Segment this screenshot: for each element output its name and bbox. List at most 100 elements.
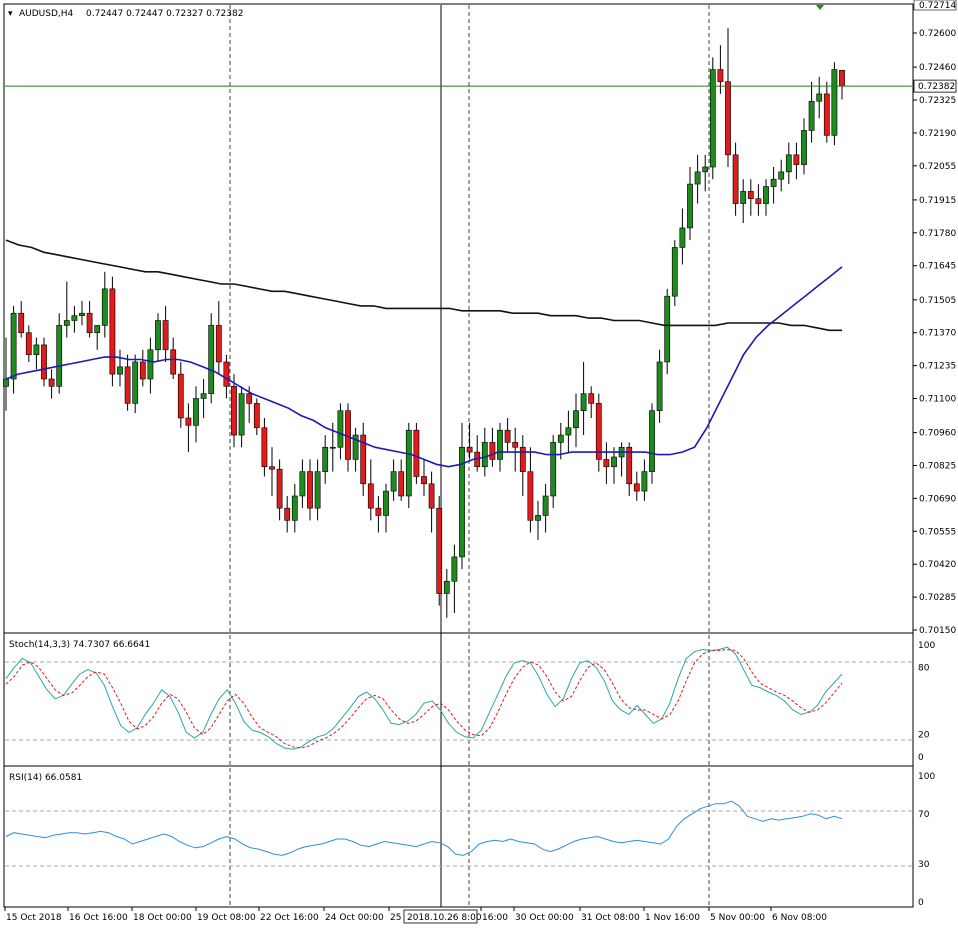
price-tick-label: 0.70825	[919, 462, 956, 472]
candle-body	[557, 434, 564, 443]
time-label: 1 Nov 16:00	[645, 913, 700, 923]
candle-body	[329, 446, 336, 449]
price-tick-label: 0.72600	[919, 29, 956, 39]
candle-body	[732, 154, 739, 204]
candle-body	[33, 344, 40, 355]
candle-body	[573, 410, 579, 429]
rsi-label: RSI(14) 66.0581	[9, 773, 82, 783]
candle-body	[694, 171, 701, 185]
candle-body	[208, 325, 215, 394]
candle-body	[284, 507, 291, 521]
candle-body	[56, 325, 63, 387]
stoch-pane	[5, 646, 843, 750]
candle-body	[542, 495, 549, 516]
candle-body	[580, 393, 587, 411]
candle-body	[367, 483, 374, 509]
time-label: 31 Oct 08:00	[581, 913, 640, 923]
indicator-levels	[5, 661, 912, 867]
candle-body	[405, 429, 412, 497]
time-label: 15 Oct 2018	[6, 913, 62, 923]
candle-body	[512, 442, 519, 448]
time-label: 5 Nov 00:00	[710, 913, 765, 923]
price-tick-label: 0.71780	[919, 229, 956, 239]
time-label: 30 Oct 00:00	[515, 913, 574, 923]
candle-body	[489, 442, 496, 460]
candle-body	[231, 386, 237, 436]
time-label: 16 Oct 16:00	[69, 913, 128, 923]
candle-body	[565, 427, 572, 436]
price-tick-label: 0.72190	[919, 129, 956, 139]
price-tick-label: 0.70555	[919, 527, 956, 537]
candle-body	[132, 361, 139, 404]
current-price-label: 0.72382	[918, 82, 955, 92]
candle-body	[170, 349, 177, 375]
candle-body	[3, 378, 9, 387]
time-label: 19 Oct 08:00	[197, 913, 256, 923]
candle-body	[360, 434, 367, 485]
candle-body	[595, 403, 602, 460]
price-tick-label: 0.70420	[919, 560, 956, 570]
candle-body	[18, 312, 25, 334]
candle-body	[48, 378, 55, 387]
price-tick-label: 0.72325	[919, 96, 956, 106]
candle-body	[223, 361, 230, 387]
candle-body	[801, 130, 807, 165]
header-arrow-icon[interactable]: ▾	[8, 9, 13, 19]
candle-body	[831, 69, 838, 136]
period-separators	[229, 5, 710, 907]
candle-body	[413, 429, 420, 477]
candle-body	[269, 466, 275, 470]
candle-body	[185, 417, 192, 426]
price-tick-label: 0.72460	[919, 63, 956, 73]
candle-body	[117, 366, 123, 375]
candle-body	[603, 459, 610, 468]
candle-body	[63, 320, 70, 326]
price-tick-label: 0.70285	[919, 593, 956, 603]
candle-body	[763, 186, 769, 204]
stoch-axis-label: 100	[918, 641, 935, 651]
candle-body	[656, 361, 663, 411]
top-price-label: 0.72714	[919, 1, 956, 11]
candle-body	[177, 373, 184, 419]
candle-body	[747, 191, 754, 199]
candle-body	[352, 434, 359, 460]
price-tick-label: 0.71505	[919, 296, 956, 306]
candle-body	[307, 471, 313, 509]
candle-body	[162, 320, 169, 351]
candle-body	[139, 361, 146, 380]
candle-body	[504, 429, 511, 443]
candle-body	[671, 247, 678, 297]
candle-body	[101, 288, 108, 326]
candle-body	[436, 507, 443, 594]
stoch-axis-label: 0	[918, 753, 924, 763]
candle-body	[626, 446, 633, 485]
ma-fast-line	[5, 266, 843, 468]
candle-body	[459, 446, 465, 558]
candle-body	[193, 398, 199, 426]
candle-body	[41, 344, 47, 380]
candle-body	[10, 312, 17, 380]
candle-body	[839, 69, 845, 87]
trade-arrow-icon[interactable]	[816, 5, 824, 10]
time-label: 22 Oct 16:00	[260, 913, 319, 923]
candle-body	[808, 100, 815, 131]
stoch-axis-label: 80	[918, 663, 930, 673]
candle-body	[611, 456, 617, 468]
rsi-axis-label: 0	[918, 898, 924, 908]
time-label: 18 Oct 00:00	[133, 913, 192, 923]
candle-body	[550, 442, 557, 497]
time-label: 16:00	[482, 913, 508, 923]
candle-body	[451, 556, 458, 582]
candle-body	[147, 349, 154, 380]
candle-body	[322, 446, 329, 472]
candle-body	[778, 171, 785, 180]
price-tick-label: 0.71915	[919, 196, 956, 206]
candle-body	[337, 410, 344, 448]
candle-body	[261, 427, 268, 468]
candle-body	[725, 81, 731, 156]
candle-body	[124, 366, 131, 404]
candle-body	[823, 93, 830, 136]
rsi-axis-label: 70	[918, 810, 930, 820]
candle-body	[702, 166, 709, 173]
